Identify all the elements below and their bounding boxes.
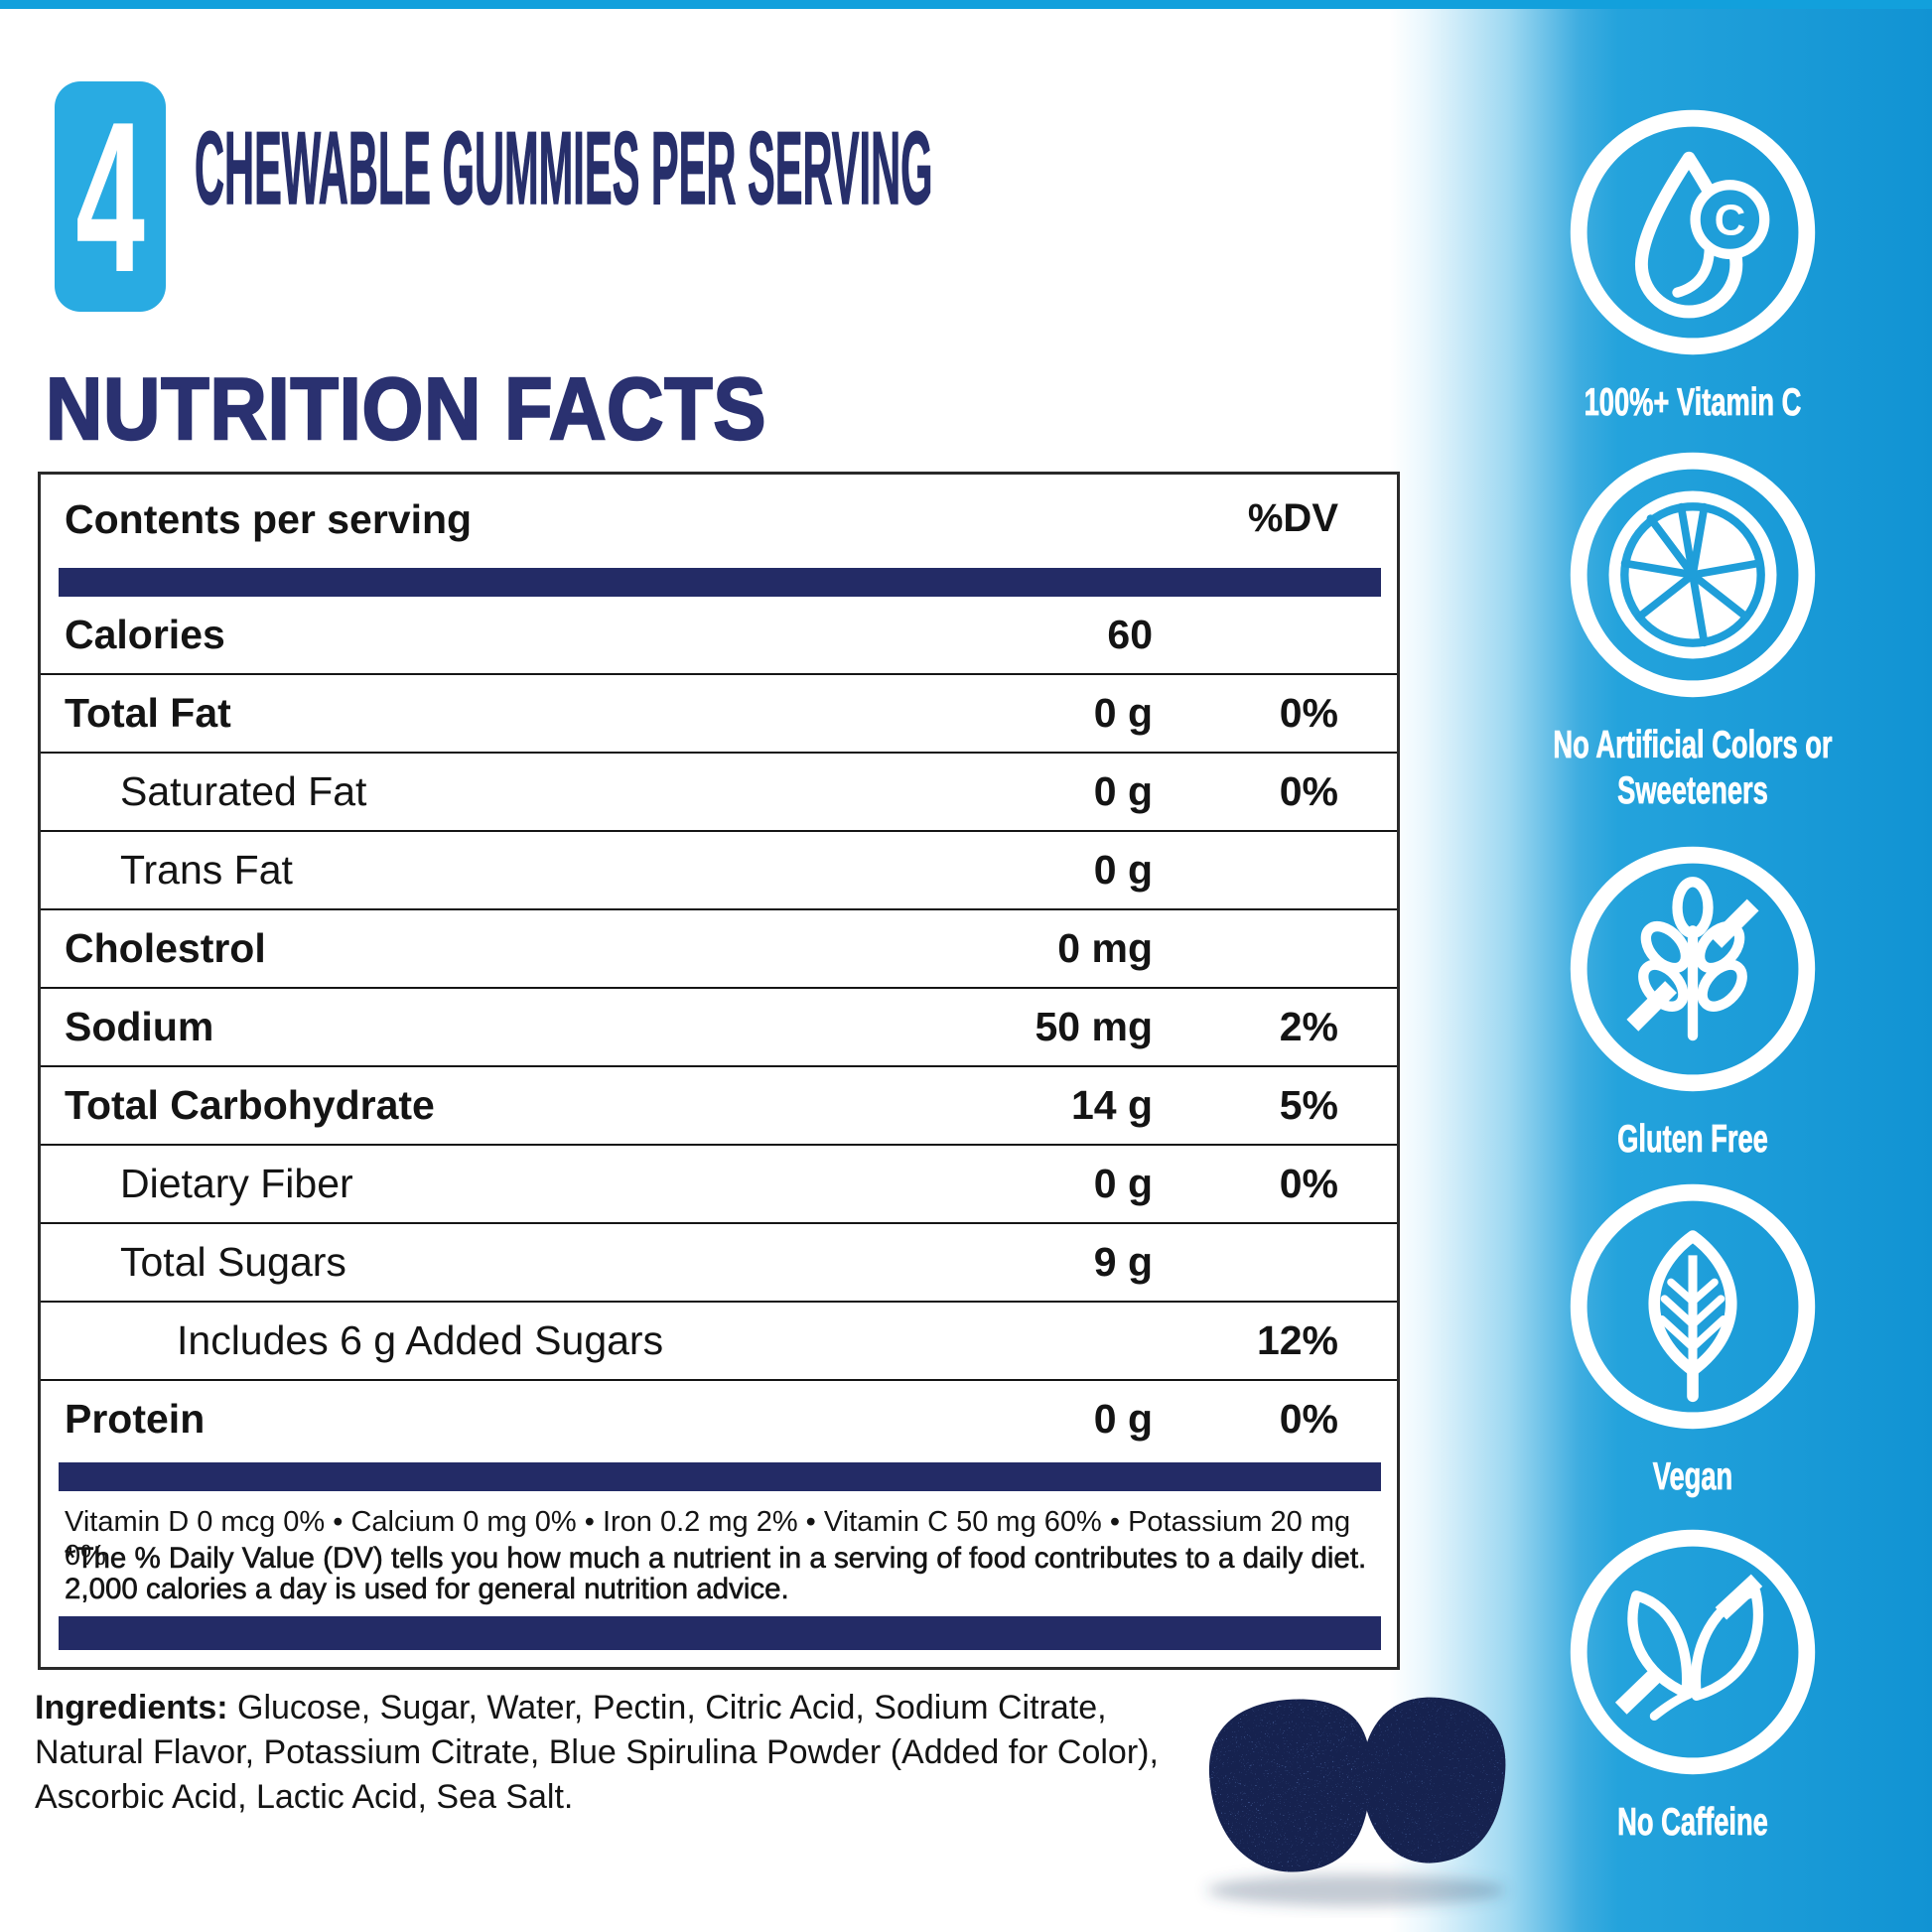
table-row: Includes 6 g Added Sugars 12% bbox=[41, 1303, 1397, 1381]
table-row: Trans Fat 0 g bbox=[41, 832, 1397, 910]
blue-gummies-image bbox=[1187, 1670, 1529, 1918]
feature-label: No Artificial Colors or Sweeteners bbox=[1553, 724, 1833, 813]
feature-label: 100%+ Vitamin C bbox=[1584, 381, 1802, 425]
feature-label: Vegan bbox=[1652, 1455, 1733, 1499]
table-row: Total Fat 0 g 0% bbox=[41, 675, 1397, 754]
nutrition-facts-table: Contents per serving %DV Calories 60 Tot… bbox=[38, 472, 1400, 1670]
table-header-dv: %DV bbox=[1247, 496, 1338, 540]
table-row: Total Sugars 9 g bbox=[41, 1224, 1397, 1303]
vegan-leaf-icon bbox=[1565, 1178, 1821, 1435]
serving-count-badge: 4 bbox=[55, 81, 166, 312]
table-header-contents: Contents per serving bbox=[65, 496, 473, 542]
citrus-slice-icon bbox=[1565, 447, 1821, 703]
feature-label: Gluten Free bbox=[1617, 1118, 1768, 1162]
no-gluten-wheat-icon bbox=[1565, 841, 1821, 1097]
divider-bar bbox=[59, 568, 1381, 597]
no-caffeine-icon bbox=[1565, 1524, 1821, 1780]
table-row: Calories 60 bbox=[41, 597, 1397, 675]
feature-vegan: Vegan bbox=[1534, 1178, 1852, 1500]
ingredients-text: Ingredients: Glucose, Sugar, Water, Pect… bbox=[35, 1689, 1159, 1816]
divider-bar bbox=[59, 1616, 1381, 1650]
feature-no-caffeine: No Caffeine bbox=[1534, 1524, 1852, 1846]
feature-vitamin-c: C 100%+ Vitamin C bbox=[1534, 104, 1852, 426]
serving-count: 4 bbox=[75, 76, 145, 317]
vitamin-c-drop-icon: C bbox=[1565, 104, 1821, 360]
top-accent-strip bbox=[0, 0, 1932, 9]
table-row: Sodium 50 mg 2% bbox=[41, 989, 1397, 1067]
micronutrients-line: Vitamin D 0 mcg 0% • Calcium 0 mg 0% • I… bbox=[65, 1506, 1351, 1572]
page-title: NUTRITION FACTS bbox=[45, 359, 767, 458]
svg-text:C: C bbox=[1715, 197, 1746, 245]
table-row: Saturated Fat 0 g 0% bbox=[41, 754, 1397, 832]
serving-heading: CHEWABLE GUMMIES PER SERVING bbox=[195, 111, 933, 226]
feature-no-artificial: No Artificial Colors or Sweeteners bbox=[1534, 447, 1852, 814]
table-row: Dietary Fiber 0 g 0% bbox=[41, 1146, 1397, 1224]
table-row: Total Carbohydrate 14 g 5% bbox=[41, 1067, 1397, 1146]
feature-label: No Caffeine bbox=[1617, 1801, 1768, 1845]
ingredients-label: Ingredients: bbox=[35, 1689, 228, 1726]
table-row: Protein 0 g 0% bbox=[65, 1396, 1338, 1442]
divider-bar bbox=[59, 1462, 1381, 1491]
feature-gluten-free: Gluten Free bbox=[1534, 841, 1852, 1163]
daily-value-footnote: *The % Daily Value (DV) tells you how mu… bbox=[65, 1542, 1367, 1605]
table-row: Cholestrol 0 mg bbox=[41, 910, 1397, 989]
